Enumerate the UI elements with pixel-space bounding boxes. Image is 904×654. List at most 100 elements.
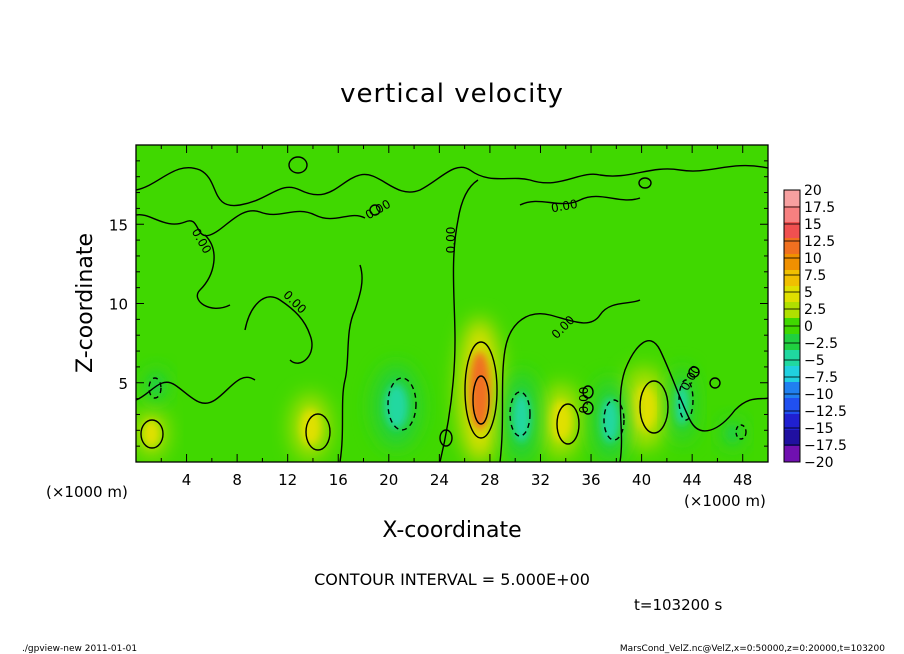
contour-line xyxy=(439,429,453,447)
contour-line xyxy=(464,341,498,439)
contour-line xyxy=(735,424,747,440)
colorbar-swatch xyxy=(784,446,800,463)
colorbar-swatch xyxy=(784,414,800,431)
contour-line xyxy=(509,391,531,437)
y-tick-label: 10 xyxy=(109,296,128,314)
x-tick-label: 28 xyxy=(480,471,499,489)
colorbar-label: −2.5 xyxy=(804,336,838,352)
contour-line xyxy=(582,401,594,415)
heatmap-core xyxy=(550,400,572,441)
colorbar-label: 10 xyxy=(804,251,822,267)
heatmap-core xyxy=(300,409,321,445)
colorbar-label: 17.5 xyxy=(804,200,835,216)
contour-line xyxy=(136,164,768,207)
contour-line xyxy=(582,385,594,399)
x-unit-right: (×1000 m) xyxy=(684,492,766,510)
x-tick-label: 32 xyxy=(531,471,550,489)
footer-left: ./gpview-new 2011-01-01 xyxy=(22,644,137,654)
contour-interval-label: CONTOUR INTERVAL = 5.000E+00 xyxy=(314,570,590,589)
colorbar-label: 15 xyxy=(804,217,822,233)
contour-line xyxy=(305,413,331,451)
colorbar: 2017.51512.5107.552.50−2.5−5−7.5−10−12.5… xyxy=(783,183,847,471)
x-tick-label: 12 xyxy=(278,471,297,489)
x-axis: 4 8 12 16 20 24 28 32 36 40 44 48 xyxy=(160,145,752,489)
colorbar-swatch xyxy=(784,206,800,223)
x-tick-label: 20 xyxy=(379,471,398,489)
contour-line xyxy=(638,177,652,189)
colorbar-swatch xyxy=(784,238,800,255)
contour-line xyxy=(709,377,721,389)
contour-line xyxy=(619,340,768,462)
time-label: t=103200 s xyxy=(634,596,722,614)
colorbar-label: −7.5 xyxy=(804,370,838,386)
contour-label: 0.00 xyxy=(577,387,591,414)
contour-line xyxy=(639,380,669,434)
chart-title: vertical velocity xyxy=(340,79,564,109)
x-tick-label: 44 xyxy=(683,471,702,489)
colorbar-swatch xyxy=(784,430,800,447)
contour-line xyxy=(140,419,164,449)
heatmap-core xyxy=(384,384,408,429)
contour-line xyxy=(136,210,366,237)
heatmap-core xyxy=(727,425,738,442)
heatmap-core xyxy=(631,385,657,431)
colorbar-label: −17.5 xyxy=(804,438,847,454)
contour-line xyxy=(439,179,479,462)
colorbar-swatch xyxy=(784,382,800,399)
x-tick-label: 40 xyxy=(632,471,651,489)
heatmap-core xyxy=(512,393,531,443)
colorbar-label: 2.5 xyxy=(804,302,826,318)
footer-right: MarsCond_VelZ.nc@VelZ,x=0:50000,z=0:2000… xyxy=(620,644,885,654)
y-axis-label: Z-coordinate xyxy=(73,233,98,373)
contour-label: 0.00 xyxy=(444,227,458,254)
x-tick-label: 24 xyxy=(430,471,449,489)
contour-line xyxy=(288,156,308,174)
colorbar-swatch xyxy=(784,270,800,287)
x-tick-label: 4 xyxy=(182,471,192,489)
colorbar-swatch xyxy=(784,302,800,319)
colorbar-label: 0 xyxy=(804,319,813,335)
colorbar-label: −5 xyxy=(804,353,825,369)
x-axis-label: X-coordinate xyxy=(382,518,521,543)
contour-line xyxy=(369,204,381,216)
contour-label: 0.00 xyxy=(550,197,579,215)
x-tick-label: 8 xyxy=(232,471,242,489)
contour-line xyxy=(472,375,490,425)
colorbar-label: −15 xyxy=(804,421,834,437)
contour-line xyxy=(148,377,162,399)
contour-line xyxy=(519,195,641,206)
colorbar-swatch xyxy=(784,222,800,239)
colorbar-label: 7.5 xyxy=(804,268,826,284)
colorbar-swatch xyxy=(784,254,800,271)
colorbar-label: 12.5 xyxy=(804,234,835,250)
contour-line xyxy=(387,377,417,431)
colorbar-label: 5 xyxy=(804,285,813,301)
heatmap-features xyxy=(136,318,744,462)
y-tick-label: 15 xyxy=(109,216,128,234)
colorbar-swatch xyxy=(784,334,800,351)
contour-line xyxy=(499,299,641,462)
x-tick-label: 16 xyxy=(329,471,348,489)
contour-line xyxy=(136,376,256,404)
contour-lines xyxy=(136,156,768,462)
contour-line xyxy=(688,366,700,378)
colorbar-label: −12.5 xyxy=(804,404,847,420)
contour-line xyxy=(678,379,694,421)
y-tick-label: 5 xyxy=(118,375,128,393)
x-tick-label: 48 xyxy=(733,471,752,489)
heatmap-core xyxy=(143,420,160,447)
colorbar-swatch xyxy=(784,286,800,303)
contour-line xyxy=(339,264,363,462)
y-axis: 5 10 15 xyxy=(109,160,768,447)
x-unit-left: (×1000 m) xyxy=(46,483,128,501)
heatmap-core xyxy=(469,351,491,430)
contour-line xyxy=(556,403,580,445)
contour-line xyxy=(244,296,313,364)
colorbar-swatch xyxy=(784,190,800,207)
colorbar-label: −10 xyxy=(804,387,834,403)
colorbar-swatch xyxy=(784,350,800,367)
contour-line xyxy=(603,399,625,441)
contour-line xyxy=(196,234,231,309)
colorbar-swatch xyxy=(784,398,800,415)
